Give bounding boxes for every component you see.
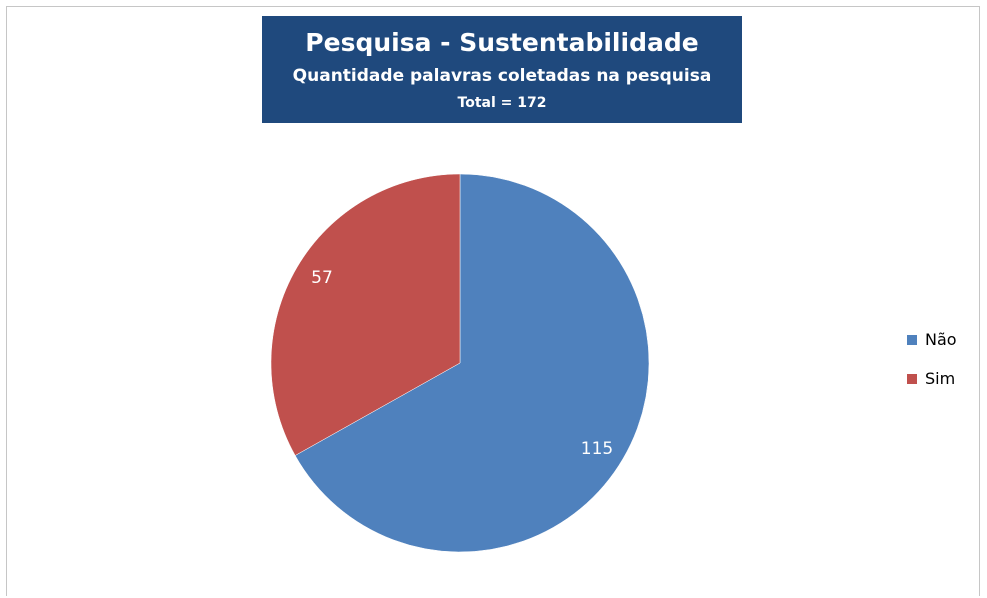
data-label-nao: 115 (581, 439, 613, 459)
chart-title-box: Pesquisa - Sustentabilidade Quantidade p… (262, 16, 742, 123)
legend-swatch-sim (907, 374, 917, 384)
pie-slice-nao (294, 173, 650, 553)
legend-item-sim: Sim (907, 369, 979, 389)
pie-slice-sim (270, 173, 461, 456)
data-label-sim: 57 (311, 268, 333, 288)
chart-total: Total = 172 (457, 95, 547, 111)
legend-label-sim: Sim (925, 369, 956, 388)
legend-swatch-nao (907, 335, 917, 345)
legend: Não Sim (907, 330, 979, 408)
chart-subtitle: Quantidade palavras coletadas na pesquis… (292, 66, 712, 86)
legend-label-nao: Não (925, 330, 957, 349)
legend-item-nao: Não (907, 330, 979, 350)
chart-title: Pesquisa - Sustentabilidade (305, 28, 699, 57)
